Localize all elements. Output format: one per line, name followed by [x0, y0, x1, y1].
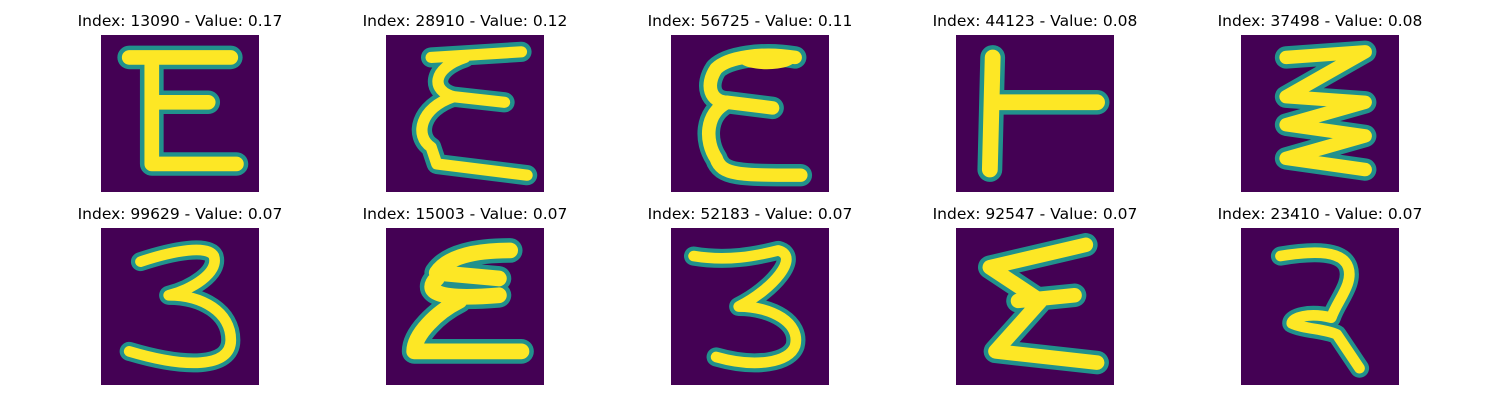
panel-title: Index: 52183 - Value: 0.07	[647, 205, 853, 223]
digit-image	[1241, 228, 1399, 385]
panel-6: Index: 99629 - Value: 0.07	[55, 205, 305, 395]
panel-7: Index: 15003 - Value: 0.07	[340, 205, 590, 395]
panel-8: Index: 52183 - Value: 0.07	[625, 205, 875, 395]
panel-title: Index: 23410 - Value: 0.07	[1217, 205, 1423, 223]
panel-4: Index: 44123 - Value: 0.08	[910, 12, 1160, 202]
panel-title: Index: 28910 - Value: 0.12	[362, 12, 568, 30]
panel-9: Index: 92547 - Value: 0.07	[910, 205, 1160, 395]
panel-3: Index: 56725 - Value: 0.11	[625, 12, 875, 202]
panel-title: Index: 99629 - Value: 0.07	[77, 205, 283, 223]
digit-image	[386, 35, 544, 192]
panel-10: Index: 23410 - Value: 0.07	[1195, 205, 1445, 395]
digit-image	[671, 35, 829, 192]
panel-2: Index: 28910 - Value: 0.12	[340, 12, 590, 202]
digit-image	[386, 228, 544, 385]
panel-title: Index: 44123 - Value: 0.08	[932, 12, 1138, 30]
digit-image	[101, 35, 259, 192]
panel-title: Index: 37498 - Value: 0.08	[1217, 12, 1423, 30]
panel-title: Index: 15003 - Value: 0.07	[362, 205, 568, 223]
panel-1: Index: 13090 - Value: 0.17	[55, 12, 305, 202]
digit-image	[956, 228, 1114, 385]
panel-5: Index: 37498 - Value: 0.08	[1195, 12, 1445, 202]
digit-image	[956, 35, 1114, 192]
panel-title: Index: 92547 - Value: 0.07	[932, 205, 1138, 223]
digit-image	[671, 228, 829, 385]
digit-image	[1241, 35, 1399, 192]
panel-title: Index: 13090 - Value: 0.17	[77, 12, 283, 30]
digit-image	[101, 228, 259, 385]
panel-title: Index: 56725 - Value: 0.11	[647, 12, 853, 30]
